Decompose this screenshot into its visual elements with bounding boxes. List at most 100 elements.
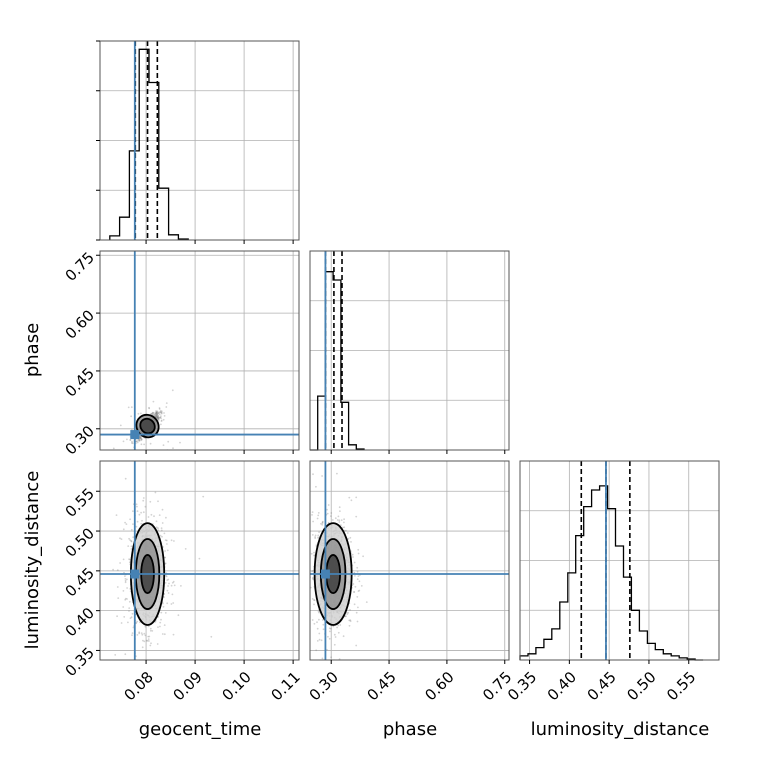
sample-point — [198, 557, 201, 560]
sample-point — [177, 614, 180, 617]
sample-point — [312, 520, 314, 523]
sample-point — [164, 556, 166, 559]
histogram-luminosity_distance — [519, 485, 704, 661]
sample-point — [303, 598, 305, 600]
sample-point — [170, 539, 173, 542]
sample-point — [210, 635, 213, 638]
sample-point — [155, 411, 158, 414]
sample-point — [164, 539, 167, 541]
sample-point — [129, 617, 132, 620]
sample-point — [124, 598, 127, 601]
sample-point — [347, 537, 350, 540]
sample-point — [311, 534, 314, 536]
sample-point — [360, 585, 363, 587]
sample-point — [130, 415, 133, 418]
sample-point — [138, 464, 140, 466]
sample-point — [157, 415, 160, 417]
sample-point — [316, 517, 319, 520]
sample-point — [154, 620, 157, 623]
sample-point — [356, 578, 359, 581]
sample-point — [172, 633, 175, 636]
sample-point — [161, 535, 163, 538]
sample-point — [155, 414, 158, 417]
sample-point — [320, 522, 322, 525]
sample-point — [353, 603, 356, 606]
sample-point — [311, 598, 314, 600]
sample-point — [157, 419, 160, 421]
sample-point — [339, 510, 341, 512]
sample-point — [333, 633, 336, 636]
sample-point — [157, 626, 159, 628]
y-tick-label: 0.45 — [62, 364, 98, 400]
sample-point — [150, 413, 153, 415]
sample-point — [340, 524, 342, 526]
sample-point — [155, 412, 158, 414]
panel-frame — [309, 250, 510, 451]
y-tick-label: 0.60 — [62, 306, 98, 342]
sample-point — [347, 611, 350, 614]
sample-point — [332, 625, 335, 628]
x-tick-label: 0.60 — [421, 668, 457, 704]
sample-point — [316, 627, 319, 630]
sample-point — [346, 532, 349, 534]
sample-point — [311, 570, 314, 572]
sample-point — [142, 639, 144, 642]
sample-point — [148, 640, 150, 642]
sample-point — [129, 539, 132, 542]
sample-point — [140, 435, 142, 438]
sample-point — [354, 575, 356, 577]
histogram-geocent_time — [109, 48, 189, 240]
sample-point — [138, 632, 141, 635]
sample-point — [356, 566, 359, 569]
sample-point — [314, 536, 316, 538]
sample-point — [122, 590, 125, 592]
sample-point — [135, 440, 138, 443]
sample-point — [165, 574, 167, 577]
sample-point — [147, 625, 150, 628]
sample-point — [351, 553, 354, 556]
sample-point — [136, 620, 139, 623]
sample-point — [165, 402, 168, 404]
sample-point — [171, 389, 174, 392]
sample-point — [161, 716, 163, 718]
sample-point — [140, 438, 143, 440]
sample-point — [136, 520, 139, 523]
y-tick-label: 0.50 — [62, 524, 98, 560]
sample-point — [130, 406, 133, 409]
sample-point — [325, 698, 327, 700]
sample-point — [135, 525, 138, 528]
sample-point — [120, 538, 123, 540]
sample-point — [160, 410, 163, 413]
sample-point — [160, 527, 163, 530]
sample-point — [173, 540, 175, 542]
sample-point — [341, 526, 344, 529]
sample-point — [349, 609, 351, 611]
sample-point — [165, 539, 168, 542]
sample-point — [155, 520, 158, 523]
sample-point — [357, 575, 360, 577]
sample-point — [152, 400, 155, 403]
sample-point — [339, 624, 342, 626]
sample-point — [318, 531, 320, 534]
sample-point — [149, 442, 152, 445]
sample-point — [355, 496, 358, 499]
sample-point — [352, 583, 355, 585]
sample-point — [308, 530, 310, 532]
sample-point — [346, 613, 349, 615]
x-tick-label: 0.10 — [219, 668, 255, 704]
sample-point — [143, 632, 146, 635]
histogram-phase — [310, 271, 365, 451]
sample-point — [124, 597, 127, 600]
sample-point — [151, 412, 154, 415]
sample-point — [160, 618, 162, 621]
sample-point — [155, 412, 157, 414]
sample-point — [126, 578, 128, 581]
sample-point — [116, 615, 118, 618]
sample-point — [152, 412, 155, 414]
sample-point — [127, 406, 130, 409]
x-tick-label: 0.11 — [268, 668, 304, 704]
sample-point — [147, 638, 150, 640]
sample-point — [164, 556, 166, 559]
sample-point — [126, 598, 128, 600]
sample-point — [159, 416, 162, 419]
